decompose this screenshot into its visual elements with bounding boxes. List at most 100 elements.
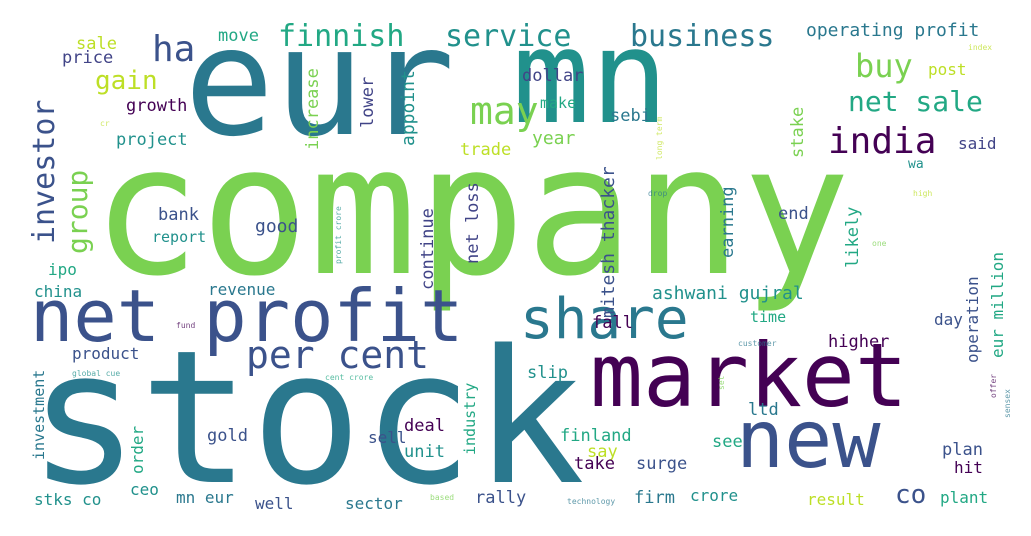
- word-stock: stock: [28, 310, 585, 526]
- word-end: end: [778, 204, 809, 224]
- word-report: report: [152, 228, 207, 246]
- word-firm: firm: [634, 488, 675, 508]
- word-buy: buy: [855, 47, 913, 85]
- word-continue: continue: [418, 208, 438, 290]
- word-customer: customer: [738, 339, 777, 348]
- word-share: share: [520, 287, 689, 352]
- word-say: say: [587, 442, 618, 462]
- word-time: time: [750, 308, 787, 326]
- word-one: one: [872, 239, 887, 248]
- word-operation: operation: [963, 276, 982, 363]
- word-co: co: [895, 480, 927, 510]
- word-good: good: [255, 216, 299, 237]
- word-business: business: [630, 19, 775, 54]
- word-result: result: [807, 490, 865, 509]
- word-order: order: [128, 425, 147, 474]
- word-wa: wa: [908, 157, 924, 172]
- word-gold: gold: [207, 426, 248, 446]
- word-plant: plant: [940, 488, 989, 507]
- word-industry: industry: [461, 382, 479, 455]
- word-project: project: [116, 130, 188, 150]
- word-high: high: [913, 189, 933, 198]
- word-cr: cr: [100, 119, 110, 128]
- word-drop: drop: [648, 189, 668, 198]
- word-net-loss: net loss: [463, 182, 483, 264]
- word-crore: crore: [690, 486, 739, 505]
- word-finnish: finnish: [278, 19, 405, 54]
- word-dollar: dollar: [522, 66, 584, 86]
- word-operating-profit: operating profit: [806, 20, 980, 41]
- word-revenue: revenue: [208, 280, 276, 299]
- word-plan: plan: [942, 440, 983, 460]
- word-price: price: [62, 48, 114, 68]
- word-increase: increase: [303, 68, 323, 150]
- word-net-sale: net sale: [848, 85, 983, 118]
- word-based: based: [430, 493, 455, 502]
- word-long-term: long term: [655, 116, 664, 160]
- word-mn: mn: [512, 1, 669, 153]
- word-india: india: [828, 121, 937, 162]
- word-ipo: ipo: [48, 260, 77, 279]
- word-appoint: appoint: [398, 70, 419, 146]
- word-make: make: [540, 94, 577, 112]
- word-eur-million: eur million: [988, 252, 1007, 358]
- word-new: new: [736, 393, 881, 486]
- word-global-cue: global cue: [72, 369, 121, 378]
- word-well: well: [255, 494, 294, 513]
- word-mn-eur: mn eur: [176, 488, 234, 507]
- word-likely: likely: [843, 206, 863, 268]
- word-sebi: sebi: [610, 106, 651, 126]
- word-mitesh-thacker: mitesh thacker: [598, 166, 619, 318]
- word-slip: slip: [527, 363, 568, 383]
- word-finland: finland: [560, 426, 632, 446]
- word-profit-crore: profit crore: [334, 206, 343, 264]
- word-eur: eur: [184, 0, 455, 170]
- word-deal: deal: [404, 416, 445, 436]
- word-sensex: sensex: [1003, 389, 1012, 418]
- word-fall: fall: [592, 313, 633, 333]
- word-growth: growth: [126, 96, 188, 116]
- word-market: market: [590, 324, 908, 427]
- word-ltd: ltd: [748, 400, 779, 420]
- word-investment: investment: [30, 369, 48, 460]
- word-set: set: [717, 375, 726, 390]
- word-year: year: [532, 128, 576, 149]
- word-net-profit: net profit: [30, 274, 464, 358]
- word-company: company: [92, 107, 851, 316]
- word-surge: surge: [636, 454, 688, 474]
- word-ha: ha: [152, 29, 196, 70]
- word-post: post: [928, 60, 967, 79]
- word-fund: fund: [176, 321, 196, 330]
- word-take: take: [574, 454, 615, 474]
- word-higher: higher: [828, 332, 890, 352]
- word-trade: trade: [460, 140, 512, 160]
- word-stake: stake: [788, 106, 808, 158]
- word-said: said: [958, 134, 997, 153]
- word-gain: gain: [95, 66, 158, 96]
- word-ceo: ceo: [130, 480, 159, 499]
- word-lower: lower: [358, 76, 378, 128]
- word-china: china: [34, 282, 83, 301]
- word-stks-co: stks co: [34, 490, 102, 509]
- word-move: move: [218, 26, 259, 46]
- word-day: day: [934, 310, 963, 329]
- word-cent-crore: cent crore: [325, 373, 374, 382]
- word-sector: sector: [345, 494, 403, 513]
- word-ashwani-gujral: ashwani gujral: [652, 283, 804, 304]
- word-see: see: [712, 432, 743, 452]
- word-investor: investor: [27, 99, 62, 245]
- word-per-cent: per cent: [246, 333, 430, 377]
- word-sale: sale: [76, 34, 117, 54]
- word-bank: bank: [158, 205, 199, 225]
- word-earning: earning: [718, 186, 738, 258]
- word-unit: unit: [404, 442, 445, 462]
- word-hit: hit: [954, 458, 983, 477]
- word-product: product: [72, 344, 140, 363]
- word-sell: sell: [368, 428, 407, 447]
- word-technology: technology: [567, 497, 616, 506]
- word-index: index: [968, 43, 993, 52]
- word-service: service: [445, 19, 572, 54]
- word-may: may: [470, 89, 539, 133]
- word-offer: offer: [989, 373, 998, 398]
